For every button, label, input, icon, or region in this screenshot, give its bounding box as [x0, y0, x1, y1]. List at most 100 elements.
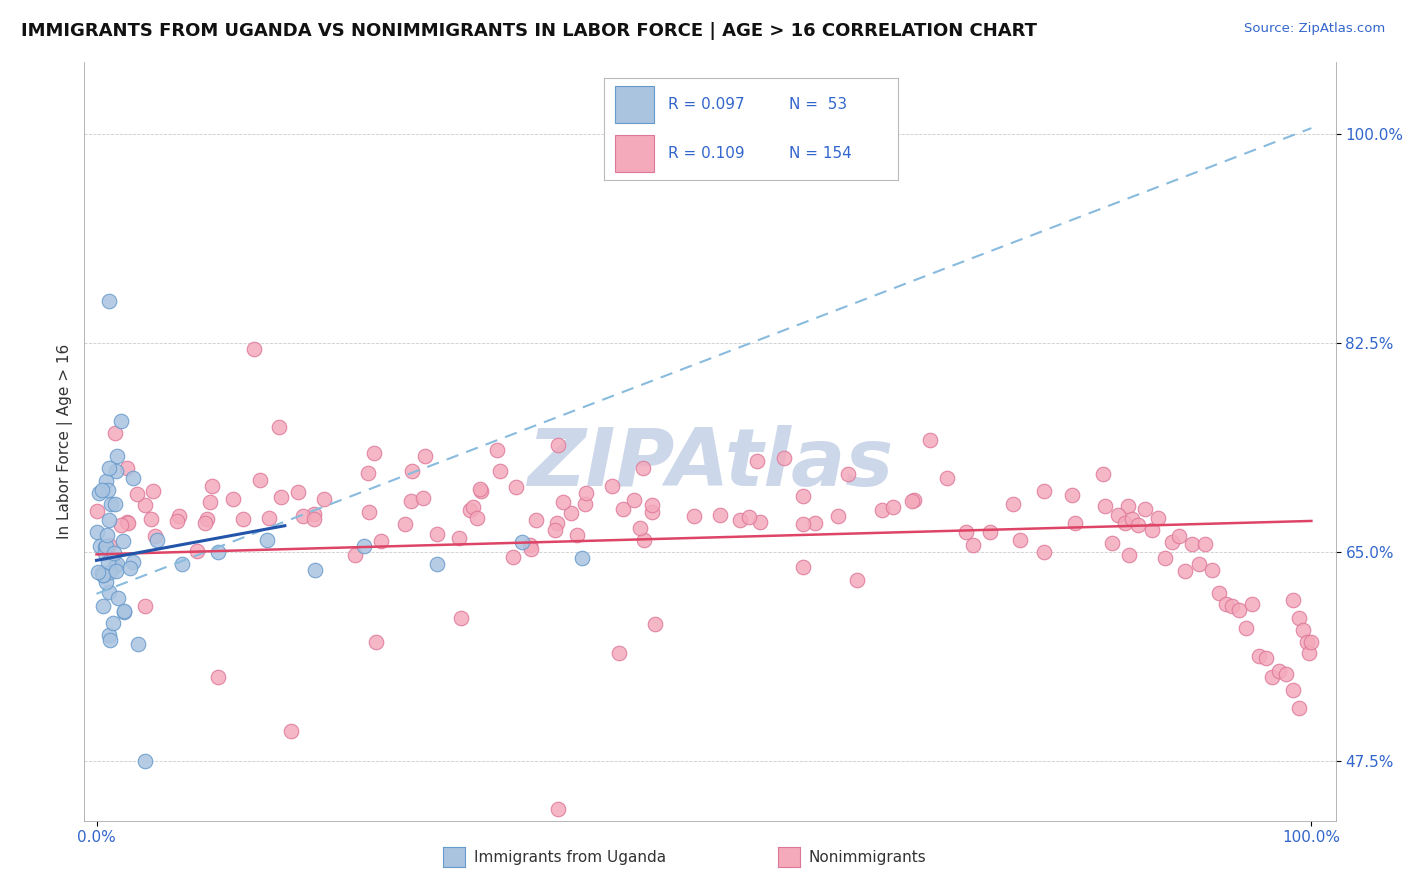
Point: [94, 540, 117, 554]
Point: [89, 539, 111, 553]
Point: [571, 551, 593, 566]
Point: [194, 516, 217, 531]
Point: [97, 294, 120, 309]
Point: [1241, 597, 1264, 611]
Point: [104, 559, 127, 574]
Point: [112, 605, 135, 619]
Point: [1295, 634, 1317, 648]
Point: [1107, 508, 1129, 523]
Point: [1101, 536, 1123, 550]
Point: [1091, 467, 1114, 482]
Point: [413, 450, 436, 464]
Point: [1292, 623, 1315, 637]
Point: [1033, 545, 1056, 559]
Point: [105, 564, 128, 578]
Point: [468, 482, 491, 496]
Point: [623, 492, 645, 507]
Point: [607, 647, 630, 661]
Point: [470, 483, 492, 498]
Point: [198, 494, 221, 508]
Point: [370, 534, 392, 549]
Point: [633, 533, 655, 547]
Text: Immigrants from Uganda: Immigrants from Uganda: [474, 850, 666, 864]
Point: [1116, 500, 1139, 514]
Point: [96, 574, 118, 589]
Point: [122, 471, 145, 485]
Point: [364, 634, 387, 648]
Point: [936, 471, 959, 485]
Point: [222, 492, 245, 507]
Point: [115, 516, 138, 530]
Point: [201, 479, 224, 493]
Point: [1282, 592, 1305, 607]
Point: [399, 493, 422, 508]
Point: [903, 492, 925, 507]
Point: [749, 515, 772, 529]
Point: [105, 557, 128, 571]
Point: [641, 498, 664, 512]
Point: [117, 516, 139, 530]
Point: [97, 483, 120, 497]
Point: [97, 628, 120, 642]
Point: [127, 637, 149, 651]
Y-axis label: In Labor Force | Age > 16: In Labor Force | Age > 16: [58, 344, 73, 539]
Point: [1002, 497, 1025, 511]
Point: [1033, 483, 1056, 498]
Point: [792, 560, 814, 574]
Point: [134, 754, 156, 768]
Point: [426, 527, 449, 541]
Point: [267, 419, 290, 434]
Point: [1254, 650, 1277, 665]
Point: [91, 568, 114, 582]
Point: [97, 538, 120, 552]
Point: [524, 513, 547, 527]
Point: [553, 495, 575, 509]
Point: [207, 670, 229, 684]
Point: [544, 524, 567, 538]
Point: [87, 565, 110, 579]
Point: [683, 509, 706, 524]
Point: [1234, 621, 1257, 635]
Point: [458, 503, 481, 517]
Point: [94, 474, 117, 488]
Point: [1114, 516, 1136, 530]
Point: [90, 483, 112, 497]
Point: [804, 516, 827, 531]
Point: [96, 528, 118, 542]
Point: [112, 533, 135, 548]
Point: [90, 566, 112, 580]
Point: [1121, 512, 1143, 526]
Point: [461, 500, 484, 514]
Point: [502, 549, 524, 564]
Point: [146, 533, 169, 547]
Point: [314, 491, 336, 506]
Point: [195, 511, 218, 525]
Point: [249, 473, 271, 487]
Point: [112, 605, 135, 619]
Point: [359, 505, 381, 519]
Point: [127, 487, 149, 501]
Point: [728, 513, 751, 527]
Point: [139, 512, 162, 526]
Point: [1174, 564, 1197, 578]
Point: [547, 802, 569, 816]
Point: [426, 557, 449, 571]
Point: [1227, 603, 1250, 617]
Text: ZIPAtlas: ZIPAtlas: [527, 425, 893, 503]
Point: [612, 501, 634, 516]
Point: [1268, 664, 1291, 678]
Point: [302, 507, 325, 521]
Point: [1281, 682, 1303, 697]
Point: [1220, 599, 1243, 613]
Point: [1147, 511, 1170, 525]
Point: [1288, 610, 1310, 624]
Point: [186, 544, 208, 558]
Point: [207, 545, 229, 559]
Point: [1118, 548, 1140, 562]
Point: [792, 489, 814, 503]
Point: [166, 514, 188, 528]
Point: [505, 480, 527, 494]
Point: [449, 531, 471, 545]
Point: [107, 591, 129, 606]
Point: [353, 539, 375, 553]
